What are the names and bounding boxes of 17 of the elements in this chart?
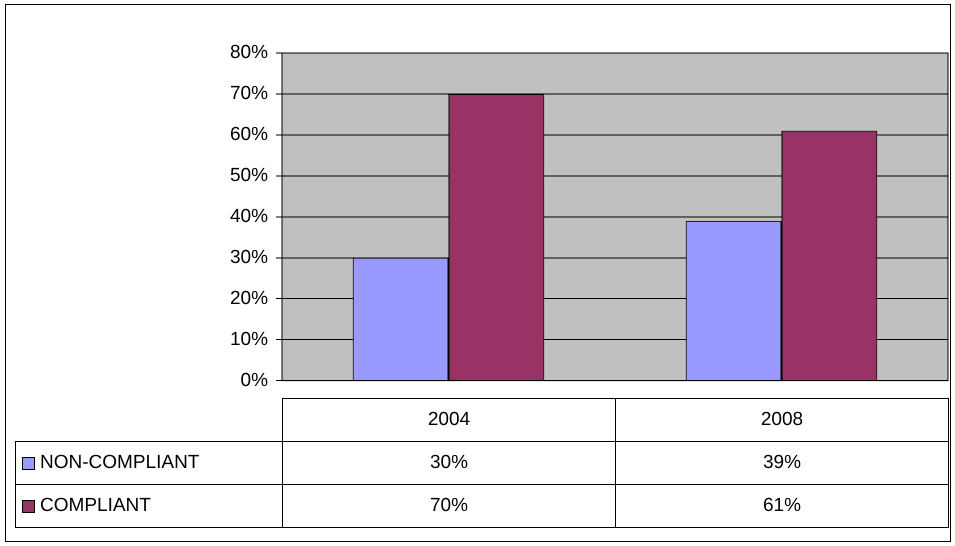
y-tick-label: 10% — [230, 328, 268, 350]
data-label: 30% — [282, 441, 616, 485]
y-tick-label: 70% — [230, 83, 268, 104]
x-tick-label: 2008 — [615, 398, 949, 442]
y-tick-label: 60% — [230, 124, 268, 146]
legend-label: NON-COMPLIANT — [40, 452, 200, 474]
data-label: 61% — [615, 484, 949, 528]
x-tick-label: 2004 — [282, 398, 616, 442]
y-tick-label: 0% — [240, 370, 268, 391]
y-tick-label: 50% — [230, 165, 268, 186]
y-tick-label: 30% — [230, 246, 268, 268]
y-tick-label: 80% — [230, 42, 268, 64]
data-label: 70% — [282, 484, 616, 528]
y-tick-label: 20% — [230, 288, 268, 309]
y-tick-label: 40% — [230, 206, 268, 228]
legend-label: COMPLIANT — [40, 495, 151, 517]
data-label: 39% — [615, 441, 949, 485]
